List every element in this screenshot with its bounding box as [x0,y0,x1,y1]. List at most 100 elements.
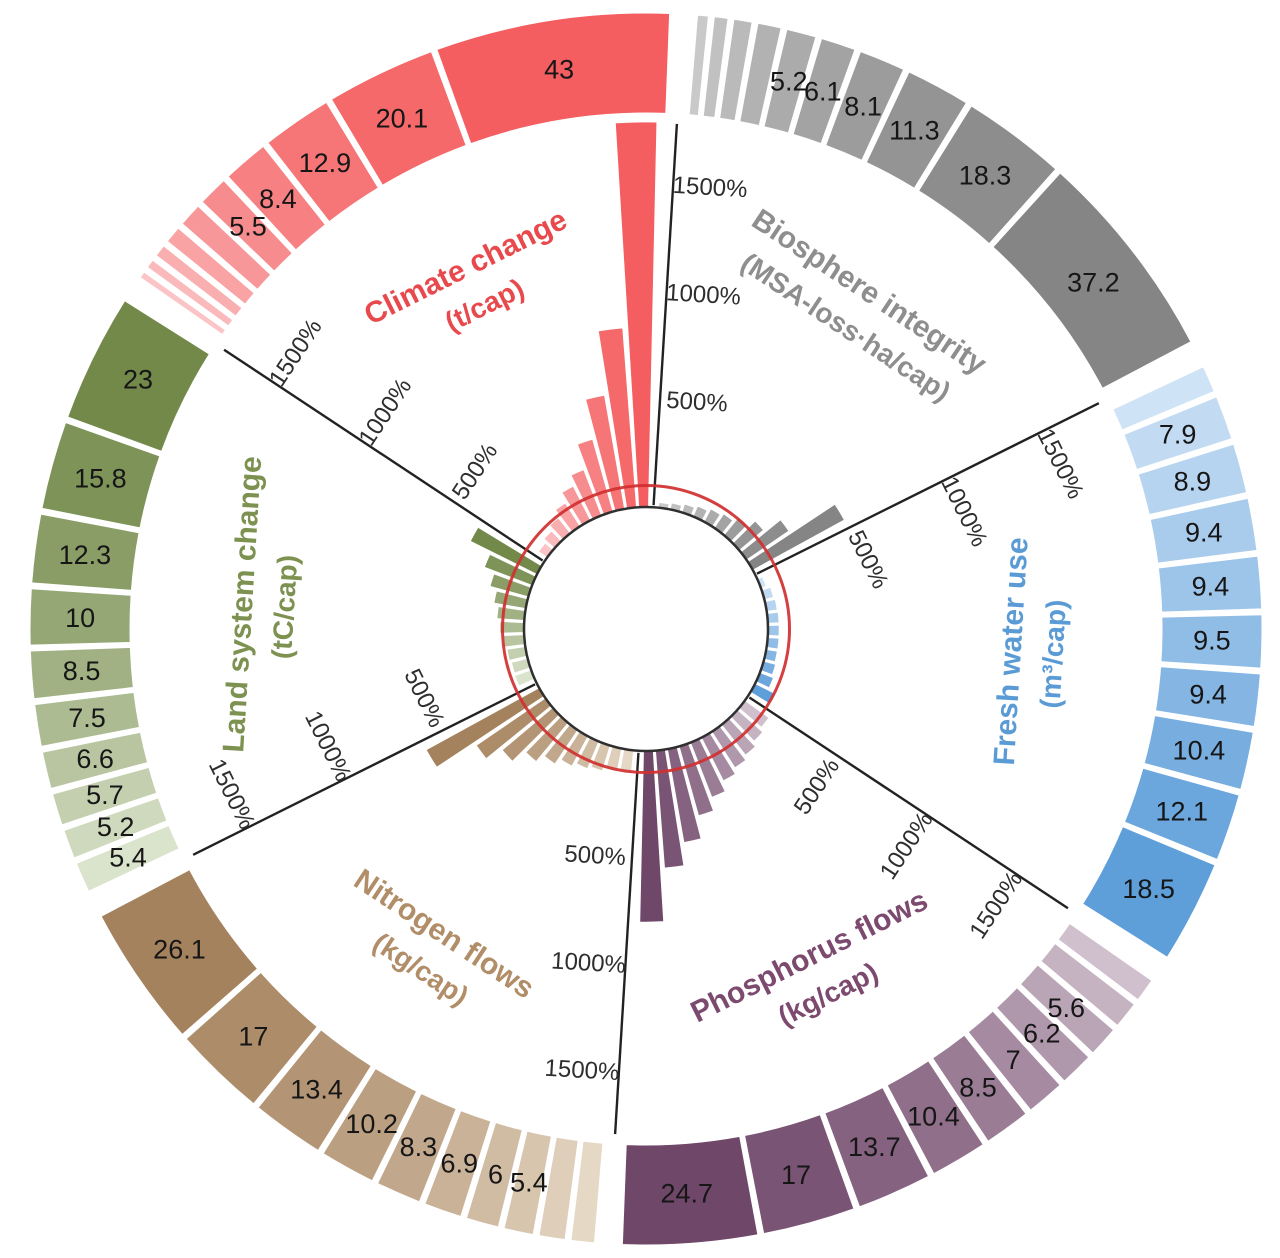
ring-segment [75,824,180,892]
ring-segment [621,1135,759,1246]
ring-segment [322,1067,418,1182]
ring-segment [63,797,168,859]
ring-segment [743,1114,855,1235]
ring-segment-value: 26.1 [153,934,206,964]
ring-segment [995,986,1090,1082]
ring-segment [139,271,227,336]
sector-divider-line [192,683,536,856]
sector-divider-line [652,123,679,506]
ring-segment [376,1092,457,1203]
ring-segment-value: 5.5 [229,212,267,242]
ring-segment-value: 6.1 [804,76,842,106]
axis-tick-label: 1500% [264,314,328,391]
sector-title-name: Land system change [217,455,268,753]
ring-segment [155,245,243,317]
ring-segment [146,259,234,327]
ring-segment-value: 23 [123,364,153,394]
ring-segment [267,101,379,223]
ring-segment-value: 8.3 [400,1132,438,1162]
ring-segment [1123,767,1240,861]
ring-segment [1157,555,1263,613]
axis-tick-label: 1500% [1032,424,1090,503]
decile-bar [619,748,635,773]
ring-segment [41,731,149,790]
ring-segment [424,1109,492,1218]
ring-segment [1143,715,1254,791]
ring-segment [185,971,318,1105]
ring-segment [1137,443,1248,516]
axis-tick-label: 1000% [550,947,626,979]
axis-tick-label: 500% [789,753,845,819]
ring-segment-value: 9.4 [1189,680,1227,710]
ring-segment [166,227,255,305]
ring-segment [1149,497,1258,564]
ring-segment [886,1060,984,1175]
ring-segment-value: 10.4 [907,1102,960,1132]
sector-title-unit: (m³/cap) [1034,599,1072,710]
ring-segment [865,71,968,189]
ring-segment-value: 9.4 [1192,571,1230,601]
ring-segment-value: 8.9 [1174,466,1212,496]
ring-segment [1112,366,1215,431]
ring-segment [931,1034,1027,1142]
ring-segment [719,18,753,122]
ring-segment-value: 5.7 [86,780,124,810]
ring-segment [1160,614,1263,669]
sector-title: Land system change(tC/cap) [217,455,303,753]
ring-segment [967,1010,1061,1111]
axis-tick-label: 1500% [672,172,748,204]
axis-tick-label: 1000% [665,279,741,311]
ring-segment [792,37,856,145]
ring-segment-value: 12.9 [299,148,352,178]
ring-segment [29,588,132,646]
ring-segment [1057,922,1153,1001]
ring-segment-value: 5.2 [97,812,135,842]
ring-segment [503,1130,553,1236]
ring-segment [917,105,1057,245]
ring-segment [739,22,782,127]
ring-segment [1081,826,1216,958]
ring-segment [1123,396,1233,471]
axis-tick-label: 1000% [299,707,357,786]
ring-segment-value: 8.1 [844,91,882,121]
ring-segment [51,766,158,826]
ring-segment [1154,666,1261,728]
ring-segment [688,14,710,117]
sector-climate-change: 5.58.412.9 20.1 43 500% 1000% 1500% Climate ch… [139,12,671,562]
ring-segment-value: 6.9 [440,1148,478,1178]
axis-tick-label: 500% [447,438,503,504]
sector-divider-line [223,348,544,562]
ring-segment-value: 18.3 [959,161,1012,191]
sector-title: Climate change(t/cap) [359,203,572,337]
sector-title-name: Fresh water use [988,536,1035,766]
axis-tick-label: 1000% [354,374,418,451]
ring-segment-value: 5.2 [770,66,808,96]
sector-divider-line [756,402,1100,575]
ring-segment [67,300,211,453]
ring-segment-value: 12.3 [59,540,112,570]
ring-segment [330,50,467,187]
ring-segment-value: 20.1 [376,103,429,133]
ring-segment [763,28,817,134]
ring-segment-value: 8.4 [259,184,297,214]
ring-segment [257,1029,373,1152]
ring-segment-value: 13.7 [848,1132,901,1162]
sector-divider-line [613,752,640,1135]
ring-segment [31,513,140,591]
sector-title: Nitrogen flows(kg/cap) [348,863,540,1012]
ring-segment [100,868,259,1036]
ring-segment-value: 43 [544,55,574,85]
axis-tick-label: 1000% [875,807,939,884]
decile-bar [506,645,528,662]
ring-segment-value: 6 [488,1160,503,1190]
ring-segment [825,50,905,161]
sector-fresh-water-use: 7.9 8.9 9.4 9.4 9.5 9.4 10.4 12.1 18.5 500% 1000% 1… [749,366,1263,958]
axis-tick-label: 1000% [935,472,993,551]
ring-segment-value: 8.5 [959,1072,997,1102]
ring-segment-value: 24.7 [661,1179,714,1209]
ring-segment-value: 12.1 [1155,797,1208,827]
ring-segment-value: 8.5 [63,656,101,686]
sector-phosphorus-flows: 5.66.27 8.510.413.7 17 24.7 500% 1000% 1500% Ph… [621,696,1153,1246]
ring-segment [1019,964,1115,1054]
